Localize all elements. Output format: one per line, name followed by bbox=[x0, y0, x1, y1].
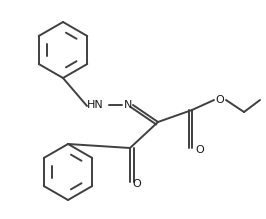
Text: O: O bbox=[196, 145, 204, 155]
Text: O: O bbox=[216, 95, 225, 105]
Text: N: N bbox=[124, 100, 132, 110]
Text: O: O bbox=[133, 179, 141, 189]
Text: HN: HN bbox=[87, 100, 103, 110]
